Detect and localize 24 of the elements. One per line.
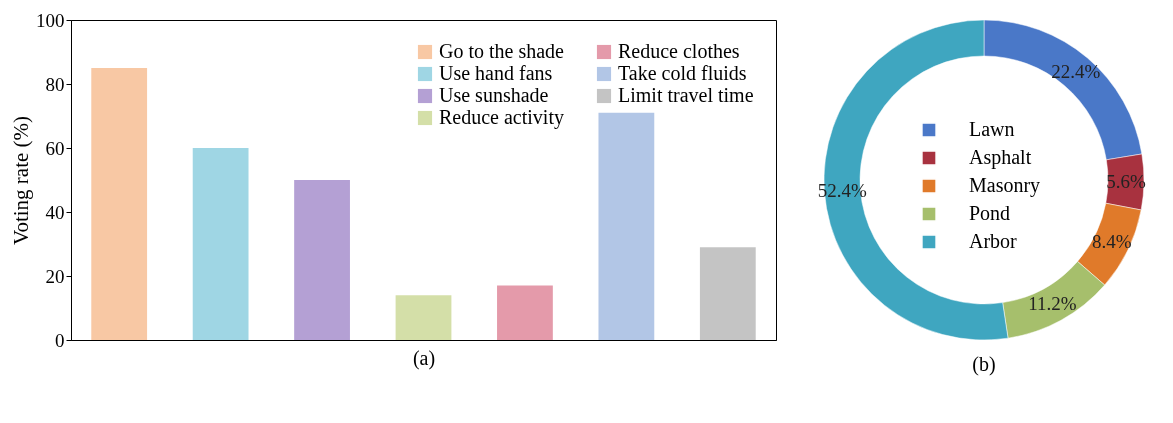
legend-label: Asphalt bbox=[969, 146, 1032, 169]
legend-label: Go to the shade bbox=[439, 40, 565, 62]
legend-label: Use hand fans bbox=[439, 62, 553, 84]
y-tick-label: 80 bbox=[45, 73, 65, 95]
x-axis-title: (a) bbox=[412, 346, 436, 370]
data-label: 8.4% bbox=[1091, 231, 1132, 253]
data-label: 22.4% bbox=[1051, 60, 1101, 82]
y-axis-title: Voting rate (%) bbox=[9, 115, 33, 246]
legend-label: Pond bbox=[969, 202, 1011, 224]
legend-label: Masonry bbox=[969, 174, 1041, 197]
y-tick-label: 40 bbox=[45, 201, 65, 223]
data-label: 11.2% bbox=[1028, 293, 1077, 315]
legend-label: Use sunshade bbox=[439, 84, 549, 106]
y-tick-label: 20 bbox=[45, 265, 65, 287]
legend-label: Take cold fluids bbox=[618, 62, 747, 84]
text: (b) bbox=[972, 353, 996, 376]
legend-label: Reduce clothes bbox=[618, 40, 740, 62]
legend-label: Arbor bbox=[969, 230, 1018, 252]
y-tick-label: 100 bbox=[36, 9, 65, 31]
legend-label: Limit travel time bbox=[618, 84, 754, 106]
y-tick-label: 60 bbox=[45, 137, 65, 159]
legend-label: Reduce activity bbox=[439, 106, 564, 129]
y-tick-label: 0 bbox=[55, 329, 65, 351]
legend-label: Lawn bbox=[969, 118, 1015, 140]
